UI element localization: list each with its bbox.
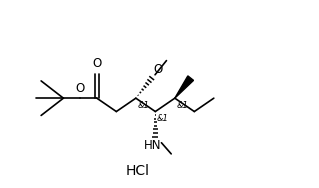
Text: O: O <box>76 82 85 95</box>
Text: O: O <box>153 63 163 76</box>
Text: HCl: HCl <box>125 164 149 178</box>
Text: &1: &1 <box>157 114 168 123</box>
Polygon shape <box>175 76 194 98</box>
Text: O: O <box>92 57 101 70</box>
Text: &1: &1 <box>176 101 188 110</box>
Text: &1: &1 <box>137 101 149 110</box>
Text: HN: HN <box>144 139 162 152</box>
